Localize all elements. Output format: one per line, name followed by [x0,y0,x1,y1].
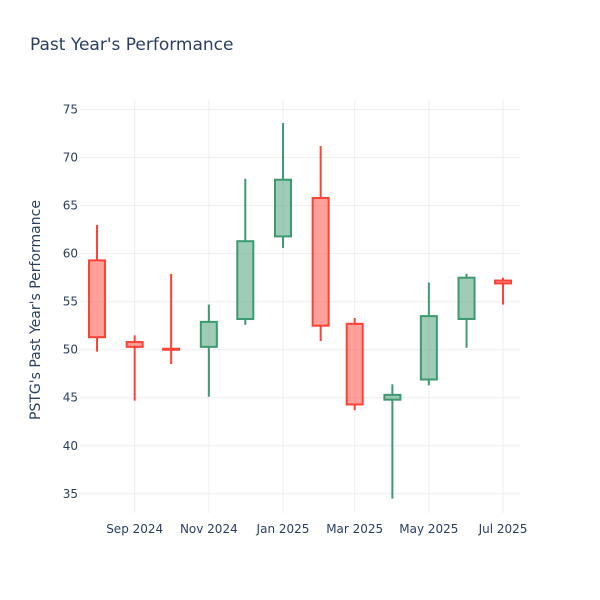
y-tick-label: 55 [63,295,78,309]
x-tick-label: Sep 2024 [106,522,163,536]
chart-title: Past Year's Performance [30,35,234,55]
x-tick-label: Mar 2025 [326,522,383,536]
x-tick-label: May 2025 [399,522,458,536]
candle-body [236,240,255,320]
candle-body [125,341,144,348]
candle [236,178,255,325]
x-tick-label: Jul 2025 [478,522,528,536]
y-tick-label: 45 [63,391,78,405]
y-tick-label: 65 [63,199,78,213]
candle-body [162,347,181,351]
candle-body [88,259,106,339]
candle [494,277,512,305]
y-tick-label: 70 [63,151,78,165]
x-tick-label: Nov 2024 [180,522,238,536]
tick-layer: 35 40 45 50 55 60 65 70 75 Sep 2024 Nov 2024 Jan 20… [63,103,528,536]
y-tick-label: 60 [63,247,78,261]
candle [162,273,181,365]
candle [199,304,218,397]
candle [419,282,438,386]
candle [88,224,106,352]
candle-body [457,276,476,320]
candle-body [494,279,512,285]
y-tick-label: 50 [63,343,78,357]
candle-body [273,178,292,238]
candle-body [311,196,330,327]
candle-body [345,322,364,406]
candle [345,318,364,411]
grid-layer [80,100,520,513]
candle [273,123,292,248]
y-axis-label: PSTG's Past Year's Performance [28,200,44,420]
candle [383,384,402,499]
candle [311,146,330,342]
candle-body [419,315,438,381]
y-tick-label: 40 [63,439,78,453]
y-tick-label: 35 [63,487,78,501]
y-tick-label: 75 [63,103,78,117]
candle [125,335,144,401]
candle-body [199,320,218,348]
candle [457,273,476,348]
x-tick-label: Jan 2025 [256,522,310,536]
candle-body [383,393,402,401]
candle-layer [88,123,512,499]
